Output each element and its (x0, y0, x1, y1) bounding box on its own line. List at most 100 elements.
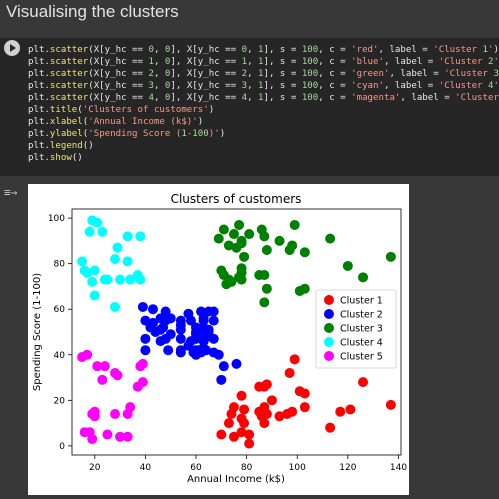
code-line: plt.xlabel('Annual Income (k$)') (28, 117, 204, 127)
data-point (236, 238, 247, 249)
y-tick-label: 20 (54, 396, 66, 406)
data-point (208, 333, 219, 344)
code-line: plt.scatter(X[y_hc == 1, 0], X[y_hc == 1… (28, 57, 499, 67)
data-point (342, 260, 353, 271)
data-point (259, 297, 270, 308)
data-point (147, 317, 158, 328)
data-point (122, 231, 133, 242)
data-point (165, 313, 176, 324)
y-axis-label: Spending Score (1-100) (32, 273, 43, 391)
data-point (228, 229, 239, 240)
data-point (137, 358, 148, 369)
data-point (223, 240, 234, 251)
data-point (82, 267, 93, 278)
legend-marker (324, 337, 334, 347)
data-point (289, 354, 300, 365)
data-point (135, 274, 146, 285)
data-point (140, 345, 151, 356)
output-toggle-icon[interactable]: ≡→ (4, 186, 18, 199)
data-point (274, 411, 285, 422)
legend-label: Cluster 4 (340, 338, 383, 349)
data-point (385, 399, 396, 410)
data-point (97, 226, 108, 237)
data-point (261, 245, 272, 255)
data-point (140, 333, 151, 344)
data-point (239, 418, 250, 429)
data-point (358, 377, 369, 388)
data-point (299, 283, 310, 294)
data-point (115, 274, 126, 285)
data-point (175, 347, 186, 358)
output-area: Clusters of customers 20 40 60 80 100 120 140 0… (28, 184, 409, 495)
scatter-chart: Clusters of customers 20 40 60 80 100 120 140 0… (32, 192, 407, 485)
x-tick-label: 60 (190, 463, 202, 473)
data-point (87, 434, 98, 445)
code-line: plt.scatter(X[y_hc == 4, 0], X[y_hc == 4… (28, 93, 499, 103)
x-tick-label: 100 (289, 463, 306, 473)
data-point (385, 251, 396, 262)
chart-title: Clusters of customers (171, 192, 302, 206)
data-point (216, 374, 227, 385)
data-point (325, 233, 336, 244)
data-point (228, 402, 239, 413)
data-point (110, 409, 121, 419)
data-point (97, 374, 108, 385)
data-point (175, 324, 186, 335)
code-editor[interactable]: plt.scatter(X[y_hc == 0, 0], X[y_hc == 0… (28, 44, 499, 164)
data-point (236, 274, 247, 285)
code-cell[interactable] (0, 38, 499, 176)
data-point (163, 345, 174, 356)
data-point (122, 431, 133, 442)
data-point (77, 256, 88, 267)
data-point (125, 274, 136, 285)
data-point (213, 233, 224, 244)
data-point (218, 224, 229, 235)
legend-marker (324, 295, 334, 305)
legend-marker (324, 309, 334, 319)
code-line: plt.scatter(X[y_hc == 2, 0], X[y_hc == 2… (28, 69, 499, 79)
legend-label: Cluster 1 (340, 296, 383, 307)
data-point (122, 256, 133, 267)
data-point (112, 242, 123, 253)
plot-frame (71, 208, 402, 456)
data-point (299, 247, 310, 258)
data-point (89, 290, 100, 301)
code-line: plt.scatter(X[y_hc == 0, 0], X[y_hc == 0… (28, 45, 499, 55)
data-point (84, 226, 95, 237)
data-point (261, 283, 272, 294)
legend-label: Cluster 3 (340, 324, 383, 335)
code-line: plt.title('Clusters of customers') (28, 105, 215, 115)
data-point (92, 361, 103, 372)
run-cell-button[interactable] (4, 40, 20, 56)
data-point (244, 429, 255, 440)
data-point (259, 231, 270, 242)
data-point (358, 272, 369, 283)
data-point (89, 265, 100, 276)
x-tick-label: 40 (140, 463, 152, 473)
data-point (228, 431, 239, 442)
x-tick-label: 80 (241, 463, 253, 473)
data-point (261, 379, 272, 390)
data-point (266, 395, 277, 406)
data-point (137, 377, 148, 388)
data-point (175, 333, 186, 344)
code-line: plt.show() (28, 153, 83, 163)
data-point (236, 427, 247, 438)
data-point (234, 219, 245, 230)
data-point (284, 368, 295, 378)
data-point (99, 361, 110, 372)
data-point (239, 251, 250, 262)
data-point (259, 418, 270, 429)
data-point (274, 235, 285, 246)
data-point (92, 217, 103, 228)
data-point (299, 388, 310, 399)
data-point (165, 329, 176, 340)
data-point (185, 315, 196, 326)
code-line: plt.scatter(X[y_hc == 3, 0], X[y_hc == 3… (28, 81, 499, 91)
data-point (236, 263, 247, 274)
data-point (299, 402, 310, 413)
legend-marker (324, 351, 334, 361)
data-point (287, 240, 298, 251)
data-points (77, 215, 396, 449)
y-tick-label: 0 (59, 442, 65, 452)
